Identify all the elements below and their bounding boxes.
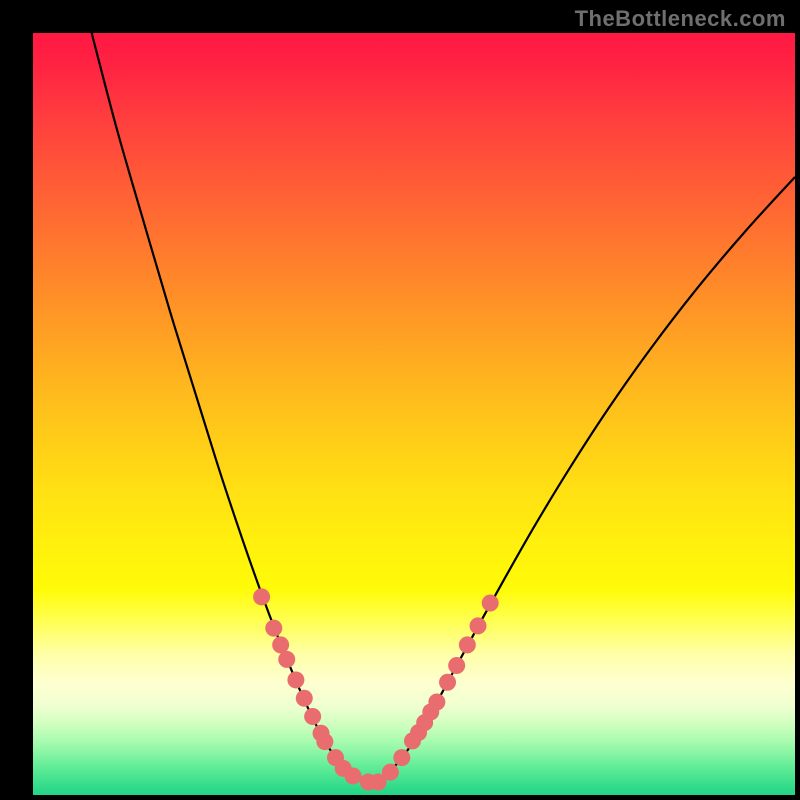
watermark-text: TheBottleneck.com [575,6,786,32]
curve-marker-dot [304,708,321,725]
curve-marker-dot [265,620,282,637]
curve-marker-dot [393,749,410,766]
curve-marker-dot [482,594,499,611]
curve-marker-dot [382,764,399,781]
curve-marker-dot [345,767,362,784]
curve-marker-dot [296,690,313,707]
curve-marker-dot [316,733,333,750]
curve-marker-dot [448,657,465,674]
curve-marker-dot [459,636,476,653]
curve-marker-dot [470,617,487,634]
curve-marker-dot [287,671,304,688]
curve-marker-dot [272,636,289,653]
curve-marker-dot [253,588,270,605]
plot-background [33,33,795,795]
curve-marker-dot [428,694,445,711]
chart-frame: TheBottleneck.com [0,0,800,800]
curve-marker-dot [278,651,295,668]
bottleneck-chart [0,0,800,800]
curve-marker-dot [439,674,456,691]
